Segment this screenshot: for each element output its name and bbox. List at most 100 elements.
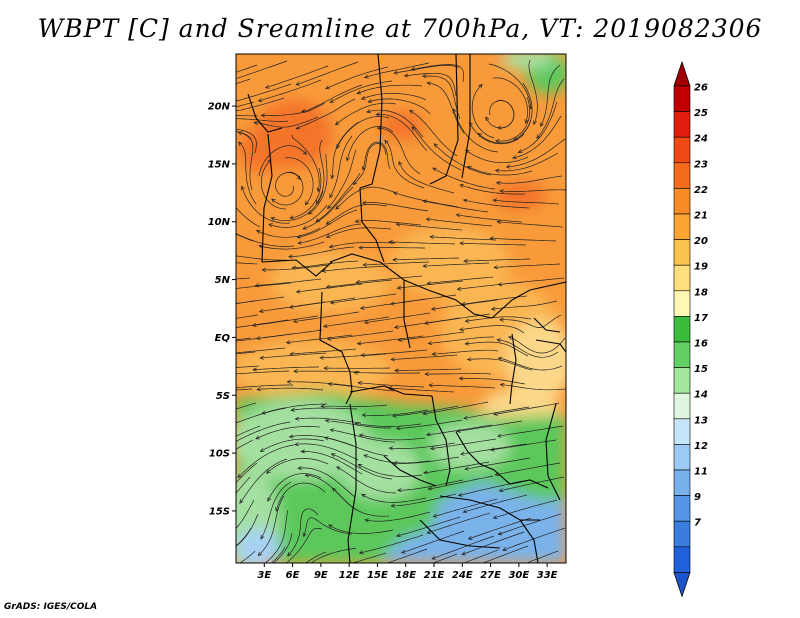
streamline-arrowhead <box>336 466 341 471</box>
streamline-arrowhead <box>367 99 373 104</box>
colorbar-label: 14 <box>694 390 708 401</box>
country-border <box>427 289 493 319</box>
streamline <box>236 425 261 437</box>
streamline <box>396 516 461 537</box>
streamline <box>285 527 323 563</box>
streamline <box>273 532 293 563</box>
streamline-arrowhead <box>193 368 197 371</box>
lon-tick-label: 6E <box>286 570 300 581</box>
streamline-arrowhead <box>222 117 226 121</box>
streamline-arrowhead <box>497 356 503 361</box>
streamline <box>355 423 422 427</box>
colorbar-swatch <box>673 111 691 138</box>
streamline <box>289 167 322 219</box>
streamline-arrowhead <box>392 461 398 466</box>
streamline <box>430 236 497 241</box>
streamline-arrowhead <box>199 449 203 452</box>
streamline <box>506 138 566 168</box>
streamline <box>331 453 393 480</box>
streamline-arrowhead <box>294 416 300 421</box>
streamline-arrowhead <box>231 231 235 234</box>
streamline-arrowhead <box>223 425 227 428</box>
streamline-arrowhead <box>462 509 468 514</box>
wbpt-blue-core <box>460 498 560 558</box>
streamline-arrowhead <box>193 323 197 326</box>
streamline-arrowhead <box>304 473 310 478</box>
streamline-arrowhead <box>253 120 259 126</box>
streamline <box>260 159 287 210</box>
streamline <box>301 451 363 475</box>
streamline-arrowhead <box>302 532 307 538</box>
streamline-arrowhead <box>327 382 333 387</box>
streamline <box>236 402 257 410</box>
streamline-arrowhead <box>458 327 464 332</box>
streamline <box>237 444 295 478</box>
colorbar-swatch <box>673 239 691 266</box>
streamline-arrowhead <box>460 451 465 456</box>
lat-tick-label: 10S <box>209 449 230 460</box>
streamline <box>463 258 531 262</box>
streamline-arrowhead <box>388 239 393 245</box>
country-border <box>545 403 561 501</box>
streamline <box>431 299 498 310</box>
streamline <box>377 127 421 175</box>
streamline-arrowhead <box>492 198 498 203</box>
streamline-arrowhead <box>400 549 406 554</box>
streamline-arrowhead <box>329 428 335 433</box>
streamline-arrowhead <box>461 551 467 556</box>
streamline <box>465 149 529 164</box>
colorbar-label: 16 <box>694 339 708 350</box>
streamline <box>411 126 462 171</box>
streamline <box>316 139 325 204</box>
streamline-arrowhead <box>286 379 291 384</box>
streamline-arrowhead <box>423 320 429 326</box>
streamline <box>499 314 562 328</box>
streamline-arrowhead <box>302 150 308 155</box>
streamline-arrowhead <box>540 122 544 128</box>
country-border <box>461 54 471 179</box>
streamline <box>236 101 255 108</box>
streamline-arrowhead <box>466 166 472 170</box>
streamline <box>540 64 561 127</box>
streamline-arrowhead <box>345 156 350 162</box>
streamline <box>254 116 319 128</box>
colorbar-swatch <box>673 213 691 240</box>
streamline-arrowhead <box>192 115 196 118</box>
streamline-arrowhead <box>227 386 231 390</box>
country-border <box>319 291 353 405</box>
streamline-arrowhead <box>421 74 427 79</box>
streamline <box>301 84 363 112</box>
streamline <box>236 407 287 424</box>
streamline-arrowhead <box>285 340 291 345</box>
streamline <box>398 161 455 194</box>
streamline <box>396 223 463 231</box>
streamline-arrowhead <box>186 344 190 348</box>
streamline-arrowhead <box>275 506 280 512</box>
streamline-arrowhead <box>288 304 294 309</box>
streamline <box>252 315 319 326</box>
streamline <box>346 126 394 161</box>
streamline <box>426 512 491 534</box>
colorbar-lower-arrow <box>673 572 691 598</box>
streamline-arrowhead <box>219 352 223 356</box>
streamline <box>236 207 261 228</box>
streamline <box>423 401 489 415</box>
colorbar-label: 20 <box>694 236 708 247</box>
wbpt-light-blue-southwest <box>236 528 280 563</box>
streamline-arrowhead <box>432 167 437 172</box>
country-border <box>535 339 566 353</box>
streamline-arrowhead <box>393 70 398 75</box>
streamline-arrowhead <box>207 125 211 129</box>
streamline-arrowhead <box>325 284 331 289</box>
colorbar-swatch <box>673 85 691 112</box>
streamline-arrowhead <box>296 175 301 180</box>
streamline-arrowhead <box>287 552 292 557</box>
streamline-arrowhead <box>223 327 227 330</box>
streamline <box>266 458 329 474</box>
streamline-arrowhead <box>239 499 244 504</box>
streamline <box>331 121 360 179</box>
streamline-arrowhead <box>429 446 435 451</box>
lon-tick-label: 18E <box>395 570 416 581</box>
streamline-arrowhead <box>457 492 463 497</box>
streamline-arrowhead <box>403 73 409 78</box>
